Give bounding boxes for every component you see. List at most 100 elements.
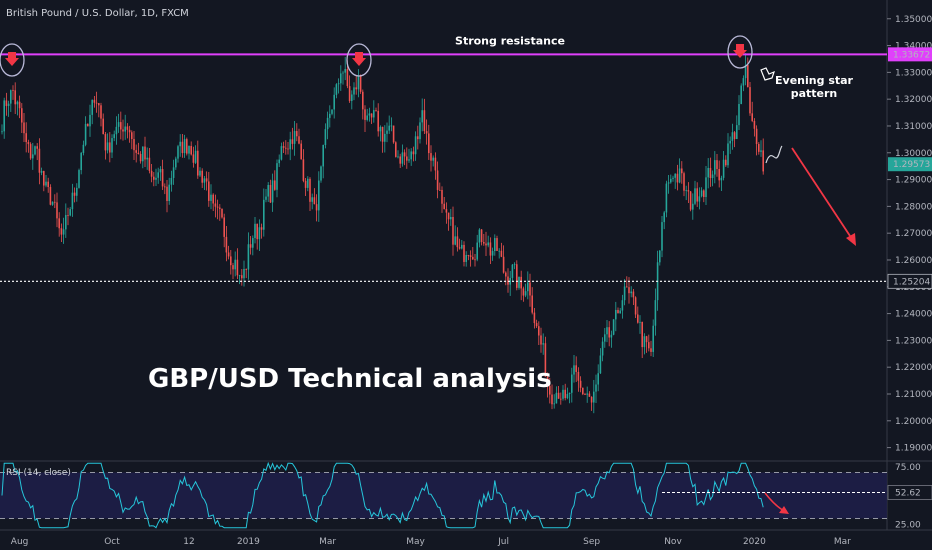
candle-body [667,182,670,184]
candle-body [232,265,234,270]
candle-body [740,85,742,104]
candle-body [320,166,322,181]
price-tick-label: 1.29000 [895,176,932,186]
candle-body [56,202,58,219]
candle-body [659,250,661,263]
candle-body [104,134,107,151]
candle-body [315,204,318,211]
rsi-tick-label: 75.00 [895,463,921,473]
candle-body [542,343,544,345]
candle-body [436,170,439,190]
candle-body [76,187,78,196]
candle-body [100,105,102,119]
candle-body [608,327,610,338]
candle-body [7,103,10,106]
candle-body [1,131,3,133]
candle-body [153,176,155,180]
candle-body [289,139,291,150]
candle-body [146,157,148,160]
candle-body [681,168,683,174]
candle-body [452,216,454,245]
candle-body [190,145,192,155]
candle-body [648,342,650,349]
candle-body [142,146,144,162]
candle-body [179,141,181,147]
candle-body [368,113,371,116]
candle-body [412,151,415,155]
candle-body [513,264,516,266]
candle-body [696,188,698,202]
candle-body [619,310,621,314]
candle-body [280,146,283,160]
candle-body [102,118,104,135]
candle-body [720,177,723,181]
candle-body [111,138,113,153]
candle-body [575,365,577,372]
candle-body [601,341,604,356]
candle-body [234,259,236,270]
rsi-line [1,461,764,529]
candle-body [610,334,613,338]
squiggle-mark [765,145,783,164]
candle-body [318,180,320,211]
candle-body [43,171,45,186]
candle-body [175,158,177,168]
candle-body [758,144,760,152]
candle-body [566,393,569,399]
down-arrow-icon [733,44,747,58]
candle-body [348,86,351,101]
candle-body [106,142,109,151]
candle-body [571,374,573,393]
time-tick-label: May [406,537,425,547]
candle-body [355,87,357,90]
candle-body [67,215,69,216]
candle-body [124,126,126,132]
price-tick-label: 1.19000 [895,444,932,454]
time-tick-label: Jul [497,537,509,547]
price-tick-label: 1.31000 [895,122,932,132]
candle-body [397,156,399,158]
candle-body [573,365,575,375]
candle-body [419,122,421,140]
candle-body [377,110,379,132]
time-tick-label: Aug [11,537,29,547]
price-tick-label: 1.20000 [895,417,932,427]
candle-body [676,173,679,183]
candle-body [428,133,430,154]
price-tick-label: 1.22000 [895,363,932,373]
pointing-hand-icon [760,67,775,81]
candle-body [685,190,687,191]
peak-marker-circle [727,35,753,69]
candle-body [95,102,98,104]
candle-body [370,113,373,118]
candle-body [586,393,588,395]
candle-body [621,300,624,311]
resistance-name: Strong resistance [455,34,565,47]
candle-body [170,177,173,185]
candle-body [25,133,27,143]
candle-body [335,84,338,95]
candle-body [634,297,637,315]
candle-body [489,242,492,256]
candle-body [5,100,8,106]
candle-body [474,259,476,261]
candle-body [494,238,496,252]
candle-body [744,65,747,79]
candle-body [379,126,382,132]
candle-body [254,223,256,239]
candle-body [366,115,368,120]
peak-marker-circle [0,43,25,77]
candle-body [465,254,467,262]
time-axis: Aug Oct 12 2019 Mar May Jul Sep Nov 2020 Mar [11,537,851,547]
candle-body [447,212,450,220]
rsi-pane: 75.00 25.00 52.62 [0,461,932,530]
candle-body [388,125,390,131]
time-tick-label: Sep [583,537,600,547]
candle-body [252,238,254,248]
candle-body [267,185,269,197]
candle-body [555,392,558,404]
candle-body [381,126,384,142]
candle-body [529,282,531,296]
candle-body [269,185,272,203]
candle-body [450,216,452,220]
